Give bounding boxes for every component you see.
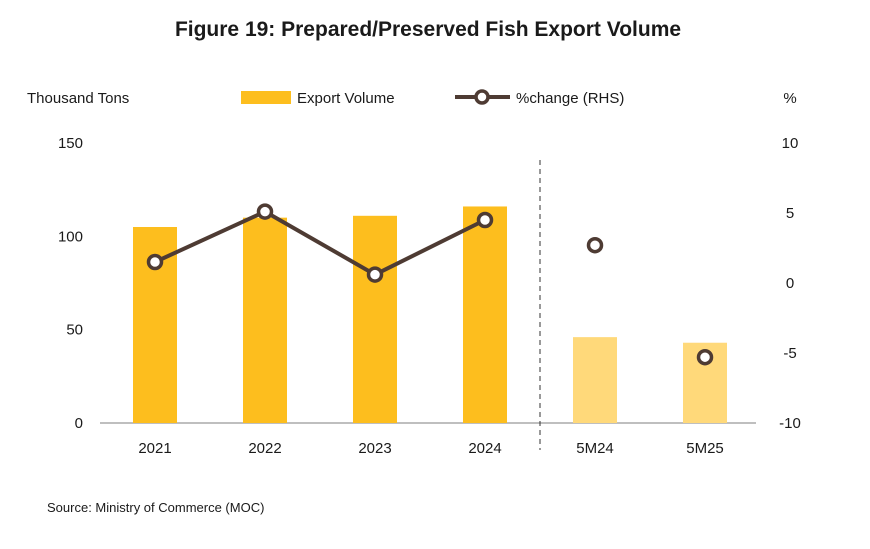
pct-change-point-5m24 (586, 236, 604, 254)
legend-bar-swatch (241, 91, 291, 104)
left-tick-label: 0 (75, 415, 83, 432)
legend-marker (474, 89, 490, 105)
pct-change-series (146, 203, 714, 366)
right-tick-label: -5 (783, 345, 796, 362)
x-tick-label: 2023 (358, 440, 391, 457)
pct-change-point-2022 (256, 203, 274, 220)
pct-change-point-2021 (146, 253, 164, 271)
left-tick-label: 100 (58, 228, 83, 245)
legend: Export Volume %change (RHS) (241, 89, 624, 107)
bar-2023 (353, 215, 397, 423)
x-tick-label: 2021 (138, 440, 171, 457)
left-tick-label: 50 (66, 322, 83, 339)
right-tick-label: 5 (786, 205, 794, 222)
export-volume-bars (133, 206, 727, 423)
left-tick-label: 150 (58, 135, 83, 152)
source-note: Source: Ministry of Commerce (MOC) (47, 500, 264, 515)
bar-2022 (243, 217, 287, 423)
x-tick-label: 2022 (248, 440, 281, 457)
left-axis-label: Thousand Tons (27, 90, 129, 107)
right-axis-ticks: -10 -5 0 5 10 (779, 135, 801, 432)
right-tick-label: 10 (782, 135, 799, 152)
pct-change-point-2024 (476, 211, 494, 229)
legend-export-volume-label: Export Volume (297, 90, 395, 107)
pct-change-point-2023 (366, 266, 384, 283)
pct-change-line (154, 209, 486, 277)
bar-5m24 (573, 337, 617, 423)
legend-pct-change-label: %change (RHS) (516, 90, 624, 107)
bar-2024 (463, 206, 507, 423)
x-axis-ticks: 2021 2022 2023 2024 5M24 5M25 (138, 440, 723, 457)
chart-title: Figure 19: Prepared/Preserved Fish Expor… (175, 18, 681, 41)
right-tick-label: 0 (786, 275, 794, 292)
x-tick-label: 2024 (468, 440, 501, 457)
right-tick-label: -10 (779, 415, 801, 432)
pct-change-point-5m25 (696, 348, 714, 366)
left-axis-ticks: 0 50 100 150 (58, 135, 83, 432)
x-tick-label: 5M24 (576, 440, 614, 457)
right-axis-label: % (783, 90, 796, 107)
x-tick-label: 5M25 (686, 440, 724, 457)
